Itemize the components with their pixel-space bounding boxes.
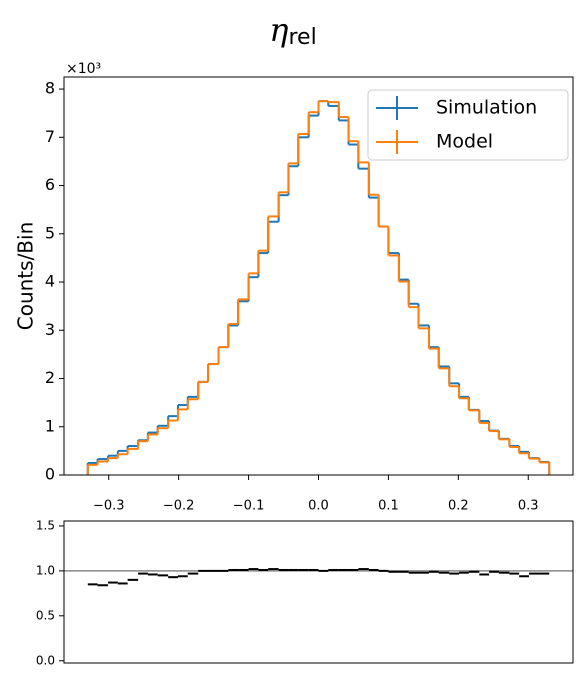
x-tick-label: −0.3 (93, 499, 125, 514)
y-tick-label: 5 (45, 223, 55, 242)
y-tick-label: 1.0 (36, 563, 55, 577)
x-tick-label: 0.2 (448, 499, 469, 514)
y-tick-label: 8 (45, 79, 55, 98)
legend-label: Simulation (436, 97, 537, 119)
y-tick-label: 4 (45, 272, 55, 291)
y-tick-label: 7 (45, 127, 55, 146)
plot-frame (63, 520, 574, 664)
y-tick-label: 2 (45, 368, 55, 387)
x-tick-label: −0.1 (233, 499, 265, 514)
y-axis-label: Counts/Bin (14, 222, 38, 331)
y-tick-label: 0.5 (36, 608, 55, 622)
title-symbol: η (269, 11, 288, 49)
legend-label: Model (436, 131, 493, 153)
x-tick-label: 0.0 (308, 499, 329, 514)
y-tick-label: 0 (45, 465, 55, 484)
title-subscript: rel (288, 25, 316, 50)
x-tick-label: −0.2 (163, 499, 195, 514)
chart-title: ηrel (269, 11, 316, 51)
y-tick-label: 6 (45, 175, 55, 194)
y-offset-label: ×10³ (66, 61, 101, 77)
y-tick-label: 0.0 (36, 653, 55, 667)
plot-frame (63, 76, 574, 476)
y-tick-label: 1.5 (36, 518, 55, 532)
x-tick-label: 0.3 (518, 499, 539, 514)
y-tick-label: 1 (45, 416, 55, 435)
x-tick-label: 0.1 (378, 499, 399, 514)
y-tick-label: 3 (45, 320, 55, 339)
